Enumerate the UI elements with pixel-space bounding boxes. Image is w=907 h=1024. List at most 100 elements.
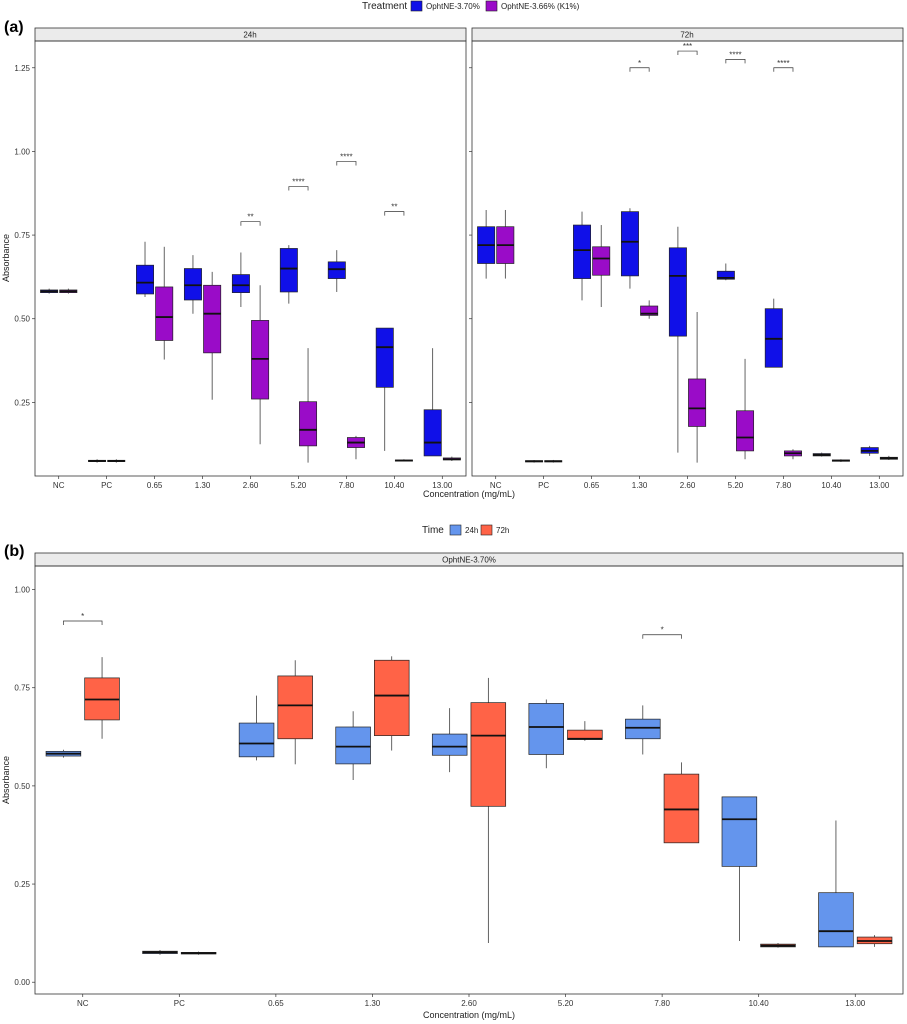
x-tick-label: 2.60 (680, 481, 696, 490)
bracket-line (629, 67, 650, 72)
box-body (374, 659, 410, 736)
x-tick-label: NC (490, 481, 502, 490)
box-OphtNE-3.66% (K1%)-2.60 (688, 312, 707, 463)
box-body (592, 246, 611, 276)
significance-label: ** (247, 213, 253, 222)
bracket-line (384, 211, 405, 216)
significance-label: **** (729, 50, 741, 59)
axis-xlabel-a: Concentration (mg/mL) (423, 489, 515, 499)
significance-bracket: **** (288, 178, 309, 191)
box-body (375, 327, 394, 388)
box-24h-NC (45, 749, 82, 758)
y-tick-label: 1.00 (14, 586, 30, 595)
bracket-line (63, 620, 103, 625)
legend-a-label-1: OphtNE-3.66% (K1%) (501, 2, 580, 11)
x-tick-label: NC (77, 999, 89, 1008)
bracket-line (336, 161, 357, 166)
legend-a-label-0: OphtNE-3.70% (426, 2, 480, 11)
significance-bracket: * (642, 626, 682, 639)
x-tick-label: 0.65 (584, 481, 600, 490)
box-body (736, 410, 755, 452)
box-OphtNE-3.70%-13.00 (860, 445, 879, 456)
x-tick-label: 1.30 (632, 481, 648, 490)
box-OphtNE-3.66% (K1%)-7.80 (784, 449, 802, 460)
box-72h-PC (180, 951, 217, 955)
legend-a-swatch-0 (410, 0, 423, 12)
significance-bracket: * (63, 612, 103, 625)
box-body (279, 248, 298, 293)
box-body (231, 274, 250, 293)
box-OphtNE-3.70%-NC (40, 288, 59, 294)
bracket-line (773, 67, 794, 72)
x-tick-label: 0.65 (268, 999, 284, 1008)
x-tick-label: 2.60 (243, 481, 259, 490)
box-OphtNE-3.66% (K1%)-5.20 (736, 358, 755, 460)
legend-b-swatch-0 (449, 524, 462, 536)
facet-label-ophtne: OphtNE-3.70% (442, 556, 496, 565)
box-body (335, 726, 371, 765)
box-24h-1.30 (335, 711, 371, 780)
significance-bracket: **** (336, 152, 357, 166)
box-72h-10.40 (760, 942, 796, 948)
significance-bracket: ** (240, 213, 261, 226)
box-body (470, 702, 507, 807)
box-24h-10.40 (721, 796, 758, 941)
box-OphtNE-3.70%-NC (477, 209, 496, 279)
x-tick-label: 13.00 (432, 481, 453, 490)
facet-frame-ophtne (34, 565, 904, 995)
box-body (716, 270, 735, 280)
box-OphtNE-3.70%-0.65 (136, 241, 154, 297)
box-body (663, 773, 700, 844)
box-24h-5.20 (528, 699, 564, 769)
box-body (277, 675, 313, 740)
box-24h-PC (142, 950, 178, 955)
box-OphtNE-3.70%-PC (525, 459, 544, 463)
box-OphtNE-3.66% (K1%)-0.65 (155, 246, 174, 360)
significance-bracket: ** (384, 203, 405, 216)
box-OphtNE-3.70%-1.30 (620, 208, 639, 289)
box-body (155, 286, 174, 341)
box-OphtNE-3.70%-2.60 (668, 226, 687, 453)
x-tick-label: 2.60 (461, 999, 477, 1008)
box-72h-5.20 (567, 721, 603, 741)
box-OphtNE-3.66% (K1%)-10.40 (394, 459, 413, 462)
panel-a-label: (a) (4, 19, 24, 36)
box-body (620, 211, 639, 277)
box-OphtNE-3.66% (K1%)-2.60 (251, 285, 270, 445)
y-tick-label: 1.00 (14, 147, 30, 156)
box-OphtNE-3.66% (K1%)-13.00 (442, 456, 461, 461)
box-body (327, 261, 346, 279)
bracket-line (288, 186, 309, 191)
y-tick-label: 0.25 (14, 880, 30, 889)
x-tick-label: 5.20 (558, 999, 574, 1008)
box-body (299, 401, 318, 447)
legend-b: Time 24h 72h (422, 524, 509, 536)
y-tick-label: 0.75 (14, 231, 30, 240)
box-OphtNE-3.66% (K1%)-NC (59, 288, 78, 294)
box-OphtNE-3.70%-PC (88, 459, 107, 463)
x-tick-label: 10.40 (821, 481, 842, 490)
x-tick-label: 5.20 (728, 481, 744, 490)
legend-a-title: Treatment (362, 1, 407, 12)
chart-marks: 0.25 0.50 0.75 1.00 1.25 NC PC 0.65 1.30 2.60 5.20… (14, 42, 898, 1008)
legend-a: Treatment OphtNE-3.70% OphtNE-3.66% (K1%… (362, 0, 580, 12)
panel-2-marks: 0.00 0.25 0.50 0.75 1.00 NC PC 0.65 1.30 2.60 5.20… (14, 586, 893, 1008)
box-OphtNE-3.70%-7.80 (327, 250, 346, 292)
box-OphtNE-3.66% (K1%)-10.40 (831, 459, 850, 462)
box-24h-0.65 (238, 695, 275, 761)
legend-b-label-0: 24h (465, 526, 478, 535)
box-OphtNE-3.70%-10.40 (812, 452, 831, 457)
significance-label: * (638, 59, 641, 68)
x-tick-label: 13.00 (869, 481, 890, 490)
box-OphtNE-3.70%-2.60 (231, 252, 250, 308)
panel-b-label: (b) (4, 543, 24, 560)
box-OphtNE-3.66% (K1%)-PC (544, 459, 563, 463)
panel-0-marks: 0.25 0.50 0.75 1.00 1.25 NC PC 0.65 1.30 2.60 5.20… (14, 64, 461, 490)
box-body (688, 378, 707, 427)
box-body (136, 264, 154, 295)
y-tick-label: 0.75 (14, 684, 30, 693)
box-OphtNE-3.70%-10.40 (375, 327, 394, 451)
box-72h-0.65 (277, 660, 313, 765)
box-24h-7.80 (625, 705, 661, 755)
box-OphtNE-3.66% (K1%)-13.00 (879, 455, 898, 460)
